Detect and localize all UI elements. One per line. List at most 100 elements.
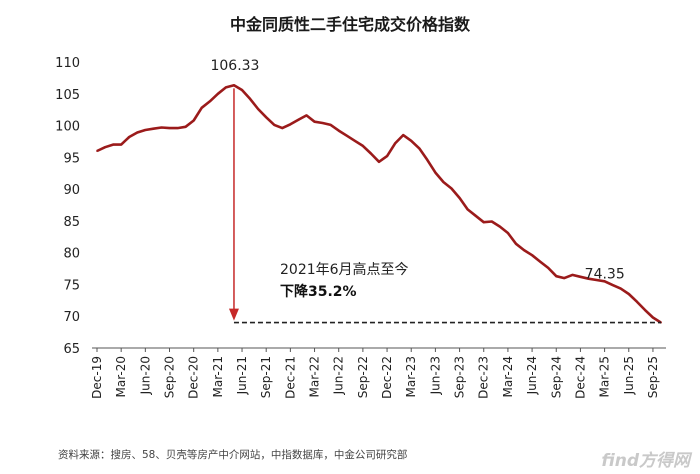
data-point [635,300,638,303]
x-tick-label: Sep-22 [356,356,370,398]
data-point [353,139,356,142]
peak-value-label: 106.33 [210,58,259,74]
y-tick-label: 110 [55,56,80,71]
data-point [434,171,437,174]
data-point [136,131,139,134]
data-point [571,274,574,276]
data-point [96,150,98,152]
x-tick-label: Jun-25 [622,356,636,395]
data-point [160,126,163,129]
x-tick-label: Dec-21 [283,356,297,399]
chart-title: 中金同质性二手住宅成交价格指数 [230,15,471,34]
data-point [313,120,316,123]
data-point [547,267,550,269]
x-tick-label: Dec-19 [90,356,104,399]
data-point [176,127,179,129]
data-point [458,197,461,199]
x-tick-label: Jun-24 [525,356,539,395]
data-point [539,260,542,263]
data-point [128,136,131,138]
data-point [603,280,606,283]
data-point [563,277,566,279]
y-tick-label: 65 [63,342,80,357]
decline-arrow-head [228,308,239,321]
x-tick-label: Jun-20 [138,356,152,395]
data-point [208,100,211,103]
x-tick-label: Dec-20 [187,356,201,399]
data-point [370,152,372,155]
y-tick-label: 105 [55,88,80,103]
data-point [507,232,509,234]
data-point [619,287,622,290]
y-tick-label: 85 [63,215,80,230]
y-tick-label: 90 [63,183,80,198]
data-point [386,155,388,157]
y-axis: 65 70 75 80 85 90 95 100 105 110 [55,56,80,357]
data-point [474,214,477,217]
x-tick-label: Jun-23 [428,356,442,395]
data-point [152,127,155,130]
series-line-price-index [96,84,662,324]
data-point [273,124,276,126]
data-point [442,181,445,184]
data-point [490,220,493,223]
data-point [643,308,646,311]
x-tick-label: Dec-24 [573,356,587,399]
data-point [627,293,630,295]
y-tick-label: 75 [63,278,80,293]
y-tick-label: 80 [63,247,80,262]
plot-area [96,84,662,324]
data-point [297,118,300,121]
data-point [321,122,324,124]
data-point [241,89,243,91]
data-point [337,129,340,132]
y-tick-label: 100 [55,120,80,135]
data-point [329,124,332,126]
data-point [200,106,203,109]
source-note: 资料来源：搜房、58、贝壳等房产中介网站，中指数据库，中金公司研究部 [58,448,407,461]
x-tick-label: Mar-21 [211,356,225,397]
x-tick-label: Mar-23 [404,356,418,397]
x-tick-label: Mar-25 [598,356,612,397]
data-point [555,275,558,278]
data-point [531,254,533,257]
data-point [418,147,421,150]
data-point [410,139,413,142]
data-point [192,119,195,122]
data-point [523,249,525,252]
data-point [257,108,260,110]
y-tick-label: 70 [63,310,80,325]
x-tick-label: Mar-20 [114,356,128,397]
x-tick-label: Sep-20 [163,356,177,398]
data-point [144,129,147,131]
data-point [587,277,590,280]
x-tick-label: Dec-23 [477,356,491,399]
data-point [233,84,235,87]
data-point [394,142,397,145]
last-value-label: 74.35 [585,267,625,283]
data-point [466,208,469,211]
data-point [168,127,171,129]
data-point [652,316,654,319]
data-point [104,146,106,149]
data-point [120,143,123,146]
data-point [249,97,251,100]
data-point [361,144,364,147]
y-tick-label: 95 [63,151,80,166]
x-axis: Dec-19 Mar-20 Jun-20 Sep-20 Dec-20 Mar-21 Jun-… [90,347,666,399]
data-point [402,134,405,136]
data-point [305,114,308,117]
x-tick-label: Dec-22 [380,356,394,399]
data-point [112,143,115,146]
decline-text-line2: 下降35.2% [280,283,357,300]
watermark-logo: find方得网 [601,451,693,471]
data-point [289,123,292,126]
data-point [595,279,598,281]
x-tick-label: Sep-25 [646,356,660,398]
data-point [498,225,501,228]
decline-text-line1: 2021年6月高点至今 [280,261,409,278]
data-point [281,127,284,129]
data-point [450,187,453,190]
